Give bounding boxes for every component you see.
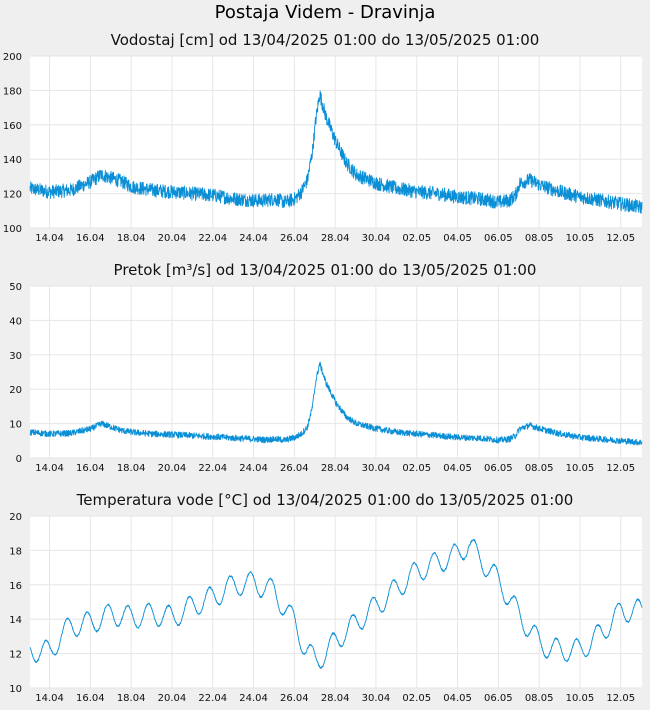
y-tick-label: 16 bbox=[9, 581, 22, 592]
plot-area bbox=[30, 516, 642, 688]
x-tick-label: 28.04 bbox=[321, 463, 350, 474]
x-tick-label: 28.04 bbox=[321, 693, 350, 704]
chart-title: Pretok [m³/s] od 13/04/2025 01:00 do 13/… bbox=[114, 261, 537, 279]
x-tick-label: 28.04 bbox=[321, 233, 350, 244]
y-tick-label: 14 bbox=[9, 615, 22, 626]
x-tick-label: 18.04 bbox=[117, 233, 146, 244]
x-tick-label: 24.04 bbox=[239, 233, 268, 244]
x-tick-label: 04.05 bbox=[443, 233, 472, 244]
y-tick-label: 50 bbox=[9, 282, 22, 293]
x-tick-label: 30.04 bbox=[362, 233, 391, 244]
x-tick-label: 06.05 bbox=[484, 693, 513, 704]
x-tick-label: 10.05 bbox=[566, 463, 595, 474]
x-tick-label: 30.04 bbox=[362, 693, 391, 704]
x-tick-label: 14.04 bbox=[35, 463, 64, 474]
x-tick-label: 20.04 bbox=[158, 463, 187, 474]
x-tick-label: 26.04 bbox=[280, 693, 309, 704]
series-line-1 bbox=[29, 538, 643, 669]
y-tick-label: 160 bbox=[3, 121, 22, 132]
x-tick-label: 24.04 bbox=[239, 463, 268, 474]
x-tick-label: 06.05 bbox=[484, 463, 513, 474]
x-tick-label: 02.05 bbox=[402, 233, 431, 244]
x-tick-label: 22.04 bbox=[198, 233, 227, 244]
x-tick-label: 04.05 bbox=[443, 693, 472, 704]
y-tick-label: 200 bbox=[3, 52, 22, 63]
x-tick-label: 20.04 bbox=[158, 233, 187, 244]
y-tick-label: 20 bbox=[9, 385, 22, 396]
series-line-1 bbox=[29, 361, 643, 446]
chart-panel-3: Temperatura vode [°C] od 13/04/2025 01:0… bbox=[9, 491, 643, 704]
x-tick-label: 16.04 bbox=[76, 463, 105, 474]
x-tick-label: 06.05 bbox=[484, 233, 513, 244]
x-tick-label: 16.04 bbox=[76, 693, 105, 704]
y-tick-label: 120 bbox=[3, 190, 22, 201]
x-tick-label: 02.05 bbox=[402, 463, 431, 474]
y-tick-label: 30 bbox=[9, 351, 22, 362]
x-tick-label: 14.04 bbox=[35, 233, 64, 244]
x-tick-label: 18.04 bbox=[117, 693, 146, 704]
x-tick-label: 10.05 bbox=[566, 233, 595, 244]
chart-panel-1: Vodostaj [cm] od 13/04/2025 01:00 do 13/… bbox=[3, 31, 643, 244]
y-tick-label: 180 bbox=[3, 86, 22, 97]
x-tick-label: 04.05 bbox=[443, 463, 472, 474]
y-tick-label: 12 bbox=[9, 650, 22, 661]
x-tick-label: 18.04 bbox=[117, 463, 146, 474]
y-tick-label: 18 bbox=[9, 546, 22, 557]
x-tick-label: 12.05 bbox=[606, 693, 635, 704]
x-tick-label: 12.05 bbox=[606, 233, 635, 244]
y-tick-label: 140 bbox=[3, 155, 22, 166]
chart-title: Vodostaj [cm] od 13/04/2025 01:00 do 13/… bbox=[111, 31, 540, 49]
chart-panel-2: Pretok [m³/s] od 13/04/2025 01:00 do 13/… bbox=[9, 261, 643, 474]
x-tick-label: 08.05 bbox=[525, 693, 554, 704]
y-tick-label: 10 bbox=[9, 420, 22, 431]
page-title: Postaja Videm - Dravinja bbox=[214, 2, 436, 23]
y-tick-label: 10 bbox=[9, 684, 22, 695]
y-tick-label: 0 bbox=[16, 454, 22, 465]
y-tick-label: 20 bbox=[9, 512, 22, 523]
x-tick-label: 14.04 bbox=[35, 693, 64, 704]
x-tick-label: 30.04 bbox=[362, 463, 391, 474]
y-tick-label: 40 bbox=[9, 316, 22, 327]
x-tick-label: 16.04 bbox=[76, 233, 105, 244]
x-tick-label: 08.05 bbox=[525, 463, 554, 474]
x-tick-label: 22.04 bbox=[198, 463, 227, 474]
x-tick-label: 26.04 bbox=[280, 233, 309, 244]
x-tick-label: 24.04 bbox=[239, 693, 268, 704]
x-tick-label: 10.05 bbox=[566, 693, 595, 704]
y-tick-label: 100 bbox=[3, 224, 22, 235]
chart-title: Temperatura vode [°C] od 13/04/2025 01:0… bbox=[76, 491, 574, 509]
series-line-1 bbox=[29, 90, 643, 214]
x-tick-label: 26.04 bbox=[280, 463, 309, 474]
x-tick-label: 02.05 bbox=[402, 693, 431, 704]
x-tick-label: 22.04 bbox=[198, 693, 227, 704]
x-tick-label: 12.05 bbox=[606, 463, 635, 474]
x-tick-label: 20.04 bbox=[158, 693, 187, 704]
x-tick-label: 08.05 bbox=[525, 233, 554, 244]
